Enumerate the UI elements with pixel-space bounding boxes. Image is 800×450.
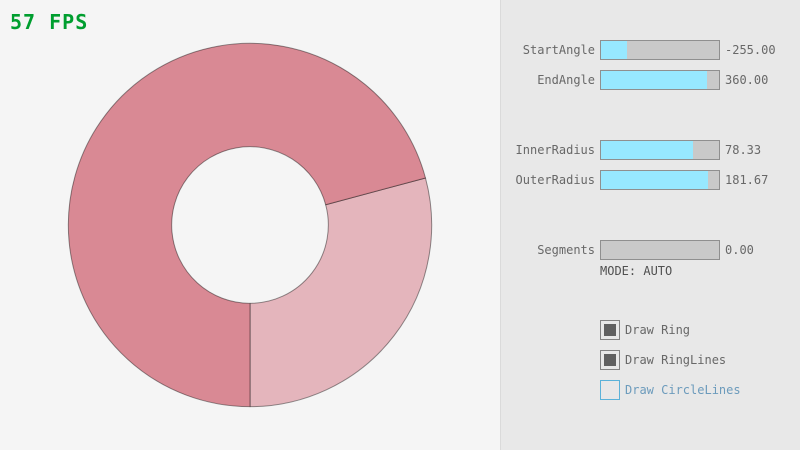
inner-radius-label: InnerRadius — [515, 143, 595, 157]
draw-circlelines-checkbox[interactable] — [600, 380, 620, 400]
draw-circlelines-checkbox-label: Draw CircleLines — [625, 383, 741, 397]
end-angle-value: 360.00 — [725, 73, 769, 87]
inner-radius-slider-fill — [601, 141, 694, 159]
fps-counter: 57 FPS — [10, 10, 89, 34]
start-angle-label: StartAngle — [522, 43, 595, 57]
draw-ring-checkbox-label: Draw Ring — [625, 323, 691, 337]
draw-ringlines-check-mark — [604, 354, 616, 366]
draw-ring-checkbox[interactable] — [600, 320, 620, 340]
outer-radius-value: 181.67 — [725, 173, 769, 187]
ring-segment-single-pass-region — [249, 177, 433, 408]
end-angle-label: EndAngle — [537, 73, 595, 87]
segments-label: Segments — [537, 243, 595, 257]
outer-radius-slider-fill — [601, 171, 709, 189]
start-angle-value: -255.00 — [725, 43, 776, 57]
end-angle-slider[interactable] — [600, 70, 720, 90]
segments-slider[interactable] — [600, 240, 720, 260]
draw-ringlines-checkbox-label: Draw RingLines — [625, 353, 727, 367]
start-angle-slider[interactable] — [600, 40, 720, 60]
inner-radius-value: 78.33 — [725, 143, 762, 157]
inner-radius-slider[interactable] — [600, 140, 720, 160]
end-angle-slider-fill — [601, 71, 708, 89]
draw-ringlines-checkbox[interactable] — [600, 350, 620, 370]
draw-ring-check-mark — [604, 324, 616, 336]
ring-segment-overlap-region — [67, 42, 427, 408]
start-angle-slider-fill — [601, 41, 627, 59]
segments-value: 0.00 — [725, 243, 754, 257]
outer-radius-slider[interactable] — [600, 170, 720, 190]
mode-status-text: MODE: AUTO — [600, 264, 673, 278]
outer-radius-label: OuterRadius — [515, 173, 595, 187]
